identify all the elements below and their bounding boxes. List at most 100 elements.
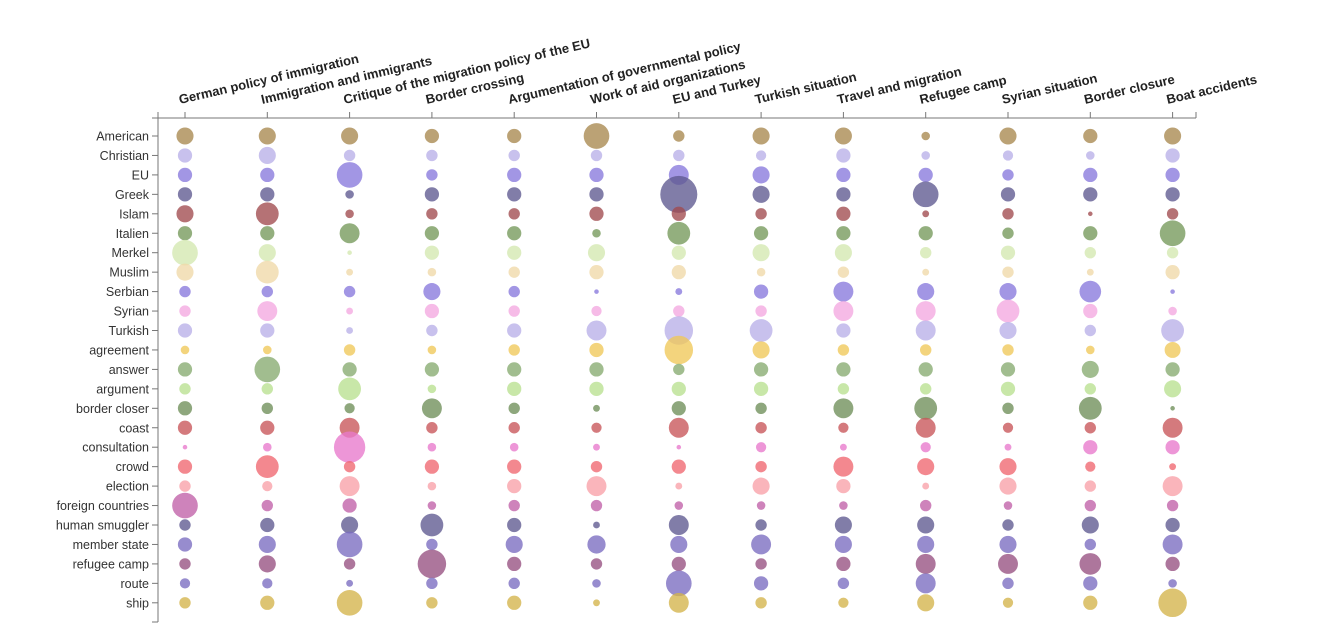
bubble-point: ship / Argumentation of governmental pol…: [507, 595, 522, 610]
bubble-point: Greek / Travel and migration: [836, 187, 851, 202]
bubble-point: Christian / Syrian situation: [1002, 150, 1014, 161]
y-tick-label: ship: [126, 596, 149, 610]
bubble-point: Serbian / Syrian situation: [999, 283, 1017, 301]
bubble-point: consultation / Critique of the migration…: [333, 431, 366, 463]
bubble-point: agreement / Turkish situation: [752, 341, 770, 359]
bubble-point: route / Turkish situation: [753, 576, 769, 591]
bubble-point: foreign countries / Boat accidents: [1166, 499, 1179, 512]
bubble-point: Italien / Boat accidents: [1159, 220, 1186, 247]
bubble-point: Muslim / EU and Turkey: [671, 265, 686, 280]
bubble-point: Christian / Boat accidents: [1165, 148, 1180, 163]
bubble-point: refugee camp / German policy of immigrat…: [179, 558, 191, 570]
bubble-point: Turkish / Turkish situation: [749, 319, 773, 342]
bubble-point: foreign countries / Refugee camp: [920, 499, 932, 512]
bubble-point: member state / Immigration and immigrant…: [258, 535, 276, 553]
bubble-point: Islam / Refugee camp: [922, 210, 930, 218]
bubble-point: Syrian / Syrian situation: [996, 299, 1020, 323]
bubble-point: EU / German policy of immigration: [177, 167, 193, 183]
y-tick-label: route: [121, 577, 150, 591]
bubble-point: Greek / Border crossing: [424, 187, 440, 202]
bubble-point: Greek / Boat accidents: [1165, 187, 1180, 202]
bubble-point: border closer / Travel and migration: [833, 398, 854, 419]
bubble-point: route / Refugee camp: [915, 573, 936, 594]
bubble-point: American / Boat accidents: [1164, 127, 1182, 145]
y-tick-label: refugee camp: [73, 557, 149, 571]
bubble-point: agreement / Critique of the migration po…: [343, 344, 356, 356]
bubble-point: member state / German policy of immigrat…: [177, 537, 193, 552]
bubble-point: ship / Border crossing: [426, 597, 438, 609]
bubble-point: human smuggler / EU and Turkey: [668, 515, 689, 535]
bubble-point: human smuggler / German policy of immigr…: [179, 519, 191, 531]
bubble-point: Islam / Immigration and immigrants: [255, 202, 279, 226]
bubble-point: Italien / Immigration and immigrants: [260, 226, 275, 241]
bubble-point: border closer / Syrian situation: [1002, 402, 1014, 414]
bubble-point: Muslim / Turkish situation: [756, 267, 766, 277]
bubble-point: answer / Border crossing: [424, 362, 440, 377]
y-tick-label: EU: [132, 168, 149, 182]
bubble-point: Christian / Turkish situation: [755, 150, 767, 161]
bubble-point: Christian / EU and Turkey: [673, 149, 685, 162]
bubble-point: crowd / Boat accidents: [1169, 463, 1177, 471]
bubble-point: human smuggler / Refugee camp: [917, 516, 935, 534]
bubble-point: refugee camp / Critique of the migration…: [343, 558, 356, 570]
bubble-point: member state / EU and Turkey: [670, 535, 688, 553]
bubble-point: member state / Refugee camp: [917, 535, 935, 553]
y-tick-label: Serbian: [106, 285, 149, 299]
bubble-point: ship / Immigration and immigrants: [260, 595, 275, 610]
bubble-point: EU / Border closure: [1083, 167, 1098, 183]
bubble-point: coast / Border crossing: [426, 422, 438, 434]
bubble-point: Merkel / German policy of immigration: [172, 239, 198, 266]
bubble-point: Islam / Travel and migration: [836, 206, 851, 221]
bubble-point: Syrian / Argumentation of governmental p…: [508, 305, 520, 317]
bubble-point: Greek / Critique of the migration policy…: [345, 190, 354, 199]
bubble-point: border closer / Work of aid organization…: [593, 404, 600, 412]
bubble-point: Syrian / Border closure: [1083, 303, 1098, 319]
bubble-point: election / Argumentation of governmental…: [507, 478, 522, 494]
bubble-point: Merkel / Border crossing: [424, 245, 440, 260]
bubble-point: answer / Refugee camp: [918, 362, 933, 377]
bubble-point: foreign countries / Border crossing: [427, 501, 437, 510]
bubble-point: human smuggler / Work of aid organizatio…: [593, 521, 600, 529]
bubble-point: coast / EU and Turkey: [668, 417, 689, 438]
bubble-point: Greek / Argumentation of governmental po…: [507, 187, 522, 202]
bubble-point: Islam / German policy of immigration: [176, 205, 194, 223]
bubble-point: foreign countries / EU and Turkey: [674, 501, 684, 510]
bubble-point: agreement / Work of aid organizations: [589, 342, 604, 358]
bubble-point: EU / Border crossing: [426, 169, 438, 181]
bubble-point: border closer / German policy of immigra…: [177, 401, 193, 416]
bubble-point: agreement / Refugee camp: [920, 344, 932, 356]
bubble-point: EU / Critique of the migration policy of…: [336, 162, 363, 188]
bubble-point: refugee camp / Syrian situation: [998, 553, 1018, 574]
bubble-point: crowd / Work of aid organizations: [590, 460, 603, 473]
bubble-point: agreement / Argumentation of governmenta…: [508, 344, 520, 356]
bubble-point: crowd / Turkish situation: [755, 460, 767, 473]
bubble-point: foreign countries / Travel and migration: [839, 501, 848, 510]
bubble-point: answer / Work of aid organizations: [589, 362, 604, 377]
bubble-point: EU / Travel and migration: [836, 167, 851, 183]
bubble-point: Serbian / Work of aid organizations: [594, 289, 599, 294]
bubble-point: border closer / Boat accidents: [1170, 406, 1175, 411]
bubble-point: Muslim / Immigration and immigrants: [255, 260, 279, 284]
bubble-point: consultation / Refugee camp: [920, 442, 931, 453]
bubble-point: answer / Critique of the migration polic…: [342, 362, 357, 377]
bubble-point: refugee camp / EU and Turkey: [671, 556, 686, 572]
bubble-point: Greek / Border closure: [1083, 187, 1098, 202]
bubble-point: Muslim / Travel and migration: [837, 266, 850, 278]
bubble-point: Italien / Border closure: [1083, 226, 1098, 241]
bubble-point: Merkel / Critique of the migration polic…: [347, 250, 352, 255]
bubble-point: Merkel / EU and Turkey: [671, 245, 686, 260]
bubble-point: answer / EU and Turkey: [673, 363, 685, 376]
bubble-point: Syrian / Immigration and immigrants: [257, 301, 278, 322]
y-tick-label: Turkish: [108, 324, 149, 338]
bubble-point: foreign countries / Border closure: [1084, 499, 1097, 512]
bubble-point: crowd / Border crossing: [424, 459, 440, 474]
bubble-point: Syrian / Boat accidents: [1168, 306, 1177, 316]
bubble-point: American / Syrian situation: [999, 127, 1017, 145]
bubble-point: ship / Turkish situation: [755, 597, 767, 609]
bubble-point: ship / Travel and migration: [838, 597, 849, 608]
bubble-point: election / Boat accidents: [1162, 476, 1183, 497]
bubble-point: member state / Travel and migration: [834, 535, 852, 553]
y-tick-label: foreign countries: [57, 499, 149, 513]
bubble-point: agreement / Border closure: [1086, 345, 1095, 355]
bubble-point: Merkel / Work of aid organizations: [587, 244, 606, 262]
